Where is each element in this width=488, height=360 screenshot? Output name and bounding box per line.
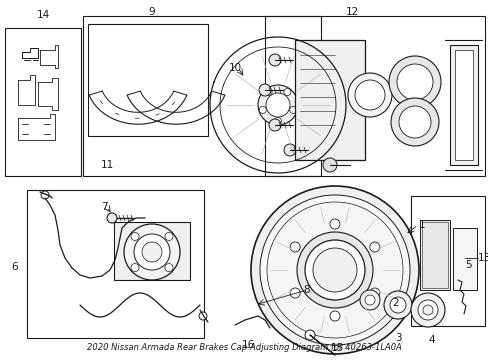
Circle shape — [124, 224, 180, 280]
Text: 7: 7 — [101, 202, 107, 212]
Circle shape — [323, 158, 336, 172]
Text: 6: 6 — [12, 262, 18, 272]
Circle shape — [268, 119, 281, 131]
Bar — [88, 24, 207, 136]
Circle shape — [390, 98, 438, 146]
Bar — [449, 45, 477, 165]
Circle shape — [369, 288, 379, 298]
Circle shape — [410, 293, 444, 327]
Circle shape — [250, 186, 418, 354]
Bar — [27, 190, 203, 338]
Circle shape — [266, 202, 402, 338]
Bar — [83, 16, 320, 176]
Circle shape — [396, 64, 432, 100]
Bar — [5, 28, 81, 176]
Text: 4: 4 — [428, 335, 434, 345]
Bar — [421, 222, 447, 288]
Circle shape — [455, 274, 463, 282]
Circle shape — [305, 240, 364, 300]
Text: 9: 9 — [148, 7, 155, 17]
Circle shape — [284, 144, 295, 156]
Text: 5: 5 — [464, 260, 470, 270]
Circle shape — [164, 233, 173, 240]
Bar — [264, 16, 484, 176]
Circle shape — [364, 295, 374, 305]
Circle shape — [142, 242, 162, 262]
Circle shape — [264, 89, 271, 95]
Circle shape — [107, 213, 117, 223]
Circle shape — [259, 84, 270, 96]
Bar — [454, 50, 472, 160]
Text: 8: 8 — [303, 285, 310, 295]
Circle shape — [134, 234, 170, 270]
Circle shape — [296, 232, 372, 308]
Circle shape — [284, 89, 290, 95]
Circle shape — [398, 106, 430, 138]
Circle shape — [312, 248, 356, 292]
Text: 16: 16 — [241, 340, 254, 350]
Text: 2020 Nissan Armada Rear Brakes Cap-Adjusting Diagram for 40263-1LA0A: 2020 Nissan Armada Rear Brakes Cap-Adjus… — [87, 343, 401, 352]
Text: 1: 1 — [418, 220, 425, 230]
Circle shape — [388, 56, 440, 108]
Circle shape — [417, 300, 437, 320]
Bar — [419, 220, 449, 290]
Circle shape — [289, 288, 300, 298]
Circle shape — [289, 107, 296, 113]
Text: 14: 14 — [36, 10, 49, 20]
Text: 15: 15 — [330, 343, 343, 353]
Bar — [410, 196, 484, 326]
Circle shape — [329, 311, 339, 321]
Text: 3: 3 — [394, 333, 401, 343]
Circle shape — [422, 305, 432, 315]
Circle shape — [305, 330, 314, 340]
Circle shape — [354, 80, 384, 110]
Circle shape — [265, 93, 289, 117]
Circle shape — [383, 291, 411, 319]
Bar — [114, 222, 190, 280]
Text: 11: 11 — [100, 160, 113, 170]
Circle shape — [289, 242, 300, 252]
Circle shape — [260, 195, 409, 345]
Circle shape — [164, 264, 173, 271]
Text: 12: 12 — [345, 7, 358, 17]
Bar — [294, 40, 364, 160]
Circle shape — [41, 191, 49, 199]
Circle shape — [389, 297, 405, 313]
Circle shape — [199, 312, 206, 320]
Circle shape — [131, 264, 139, 271]
Circle shape — [259, 107, 266, 113]
Text: 10: 10 — [228, 63, 241, 73]
Circle shape — [329, 219, 339, 229]
Circle shape — [268, 54, 281, 66]
Circle shape — [131, 233, 139, 240]
Bar — [452, 228, 476, 290]
Circle shape — [347, 73, 391, 117]
Text: 13: 13 — [476, 253, 488, 263]
Circle shape — [369, 242, 379, 252]
Circle shape — [359, 290, 379, 310]
Text: 2: 2 — [392, 298, 399, 308]
Circle shape — [274, 117, 281, 125]
Circle shape — [258, 85, 297, 125]
